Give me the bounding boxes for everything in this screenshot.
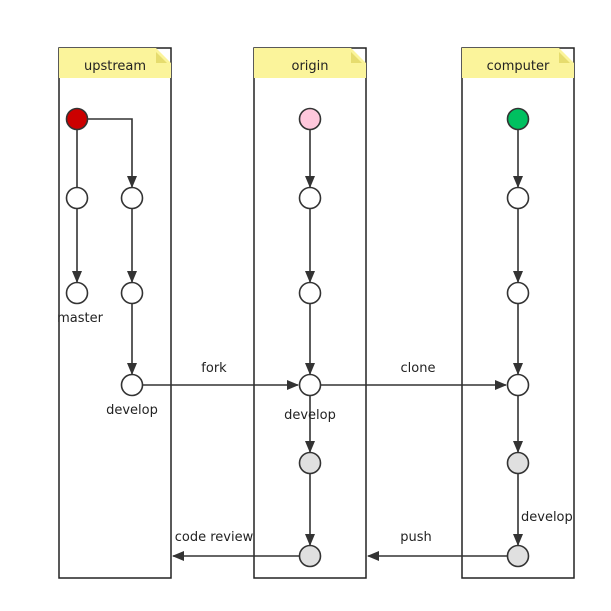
lane-origin-note [254, 48, 366, 78]
computer-commit-1 [506, 186, 530, 210]
origin-new-commit-2 [298, 544, 322, 568]
computer-develop-commit [506, 373, 530, 397]
lane-computer-note [462, 48, 574, 78]
clone-label: clone [401, 361, 436, 376]
origin-start-commit [298, 107, 322, 131]
computer-new-commit-2 [506, 544, 530, 568]
upstream-develop-commit-1 [120, 186, 144, 210]
computer-start-commit [506, 107, 530, 131]
upstream-master-commit-2 [65, 281, 89, 305]
upstream-start-commit [65, 107, 89, 131]
lane-origin-title: origin [291, 59, 328, 74]
push-label: push [400, 530, 432, 545]
origin-new-commit-1 [298, 451, 322, 475]
origin-develop-label: develop [284, 408, 336, 423]
upstream-develop-commit-2 [120, 281, 144, 305]
upstream-master-label: master [57, 311, 103, 326]
lane-origin-note-fold [351, 52, 362, 63]
lane-upstream-title: upstream [84, 59, 146, 74]
lane-upstream-note [59, 48, 171, 78]
origin-commit-2 [298, 281, 322, 305]
lane-upstream-note-fold [156, 52, 167, 63]
upstream-develop-label: develop [106, 403, 158, 418]
upstream-develop-commit-3 [120, 373, 144, 397]
fork-label: fork [201, 361, 227, 376]
lane-computer-note-fold [559, 52, 570, 63]
computer-commit-2 [506, 281, 530, 305]
code-review-label: code review [175, 530, 254, 545]
computer-new-commit-1 [506, 451, 530, 475]
computer-develop-label: develop [521, 510, 573, 525]
origin-commit-1 [298, 186, 322, 210]
upstream-develop-branch-edge [88, 118, 137, 188]
upstream-master-commit-1 [65, 186, 89, 210]
origin-develop-commit [298, 373, 322, 397]
lane-computer-title: computer [487, 59, 550, 74]
